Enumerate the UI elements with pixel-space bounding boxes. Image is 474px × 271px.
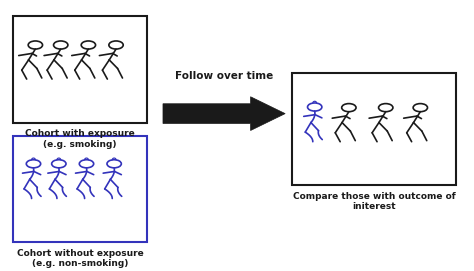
Text: Follow over time: Follow over time bbox=[175, 71, 273, 81]
Text: Cohort with exposure
(e.g. smoking): Cohort with exposure (e.g. smoking) bbox=[25, 129, 135, 149]
Bar bbox=[13, 136, 147, 242]
Bar bbox=[292, 73, 456, 185]
Text: Cohort without exposure
(e.g. non-smoking): Cohort without exposure (e.g. non-smokin… bbox=[17, 249, 143, 268]
Bar bbox=[13, 16, 147, 123]
Polygon shape bbox=[163, 97, 285, 131]
Text: Compare those with outcome of
initerest: Compare those with outcome of initerest bbox=[292, 192, 455, 211]
